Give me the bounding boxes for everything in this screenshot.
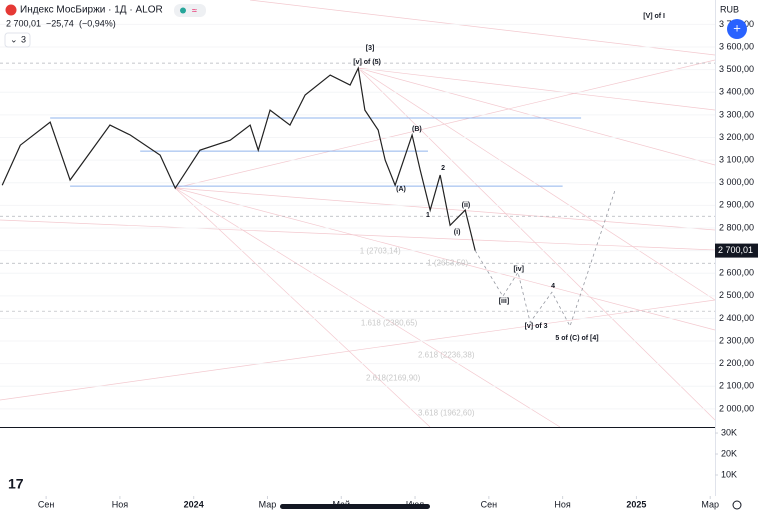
- add-icon: +: [733, 20, 741, 35]
- title: Индекс МосБиржи · 1Д · ALOR: [20, 5, 163, 16]
- x-tick-label: Мар: [259, 499, 277, 509]
- fib-label: 1.618 (2380,65): [361, 318, 418, 327]
- x-tick-label: 2025: [626, 499, 646, 509]
- wave-label: (i): [454, 229, 461, 236]
- wave-label: [V] of I: [643, 13, 665, 20]
- y-tick-label: 2 300,00: [719, 335, 754, 345]
- wave-label: (B): [412, 126, 422, 133]
- y-tick-label: 2 100,00: [719, 381, 754, 391]
- fib-label: 1 (2703,14): [360, 246, 401, 255]
- wave-label: [iv]: [513, 266, 524, 273]
- last-price-tag: [715, 243, 758, 258]
- wave-label: 2: [441, 165, 445, 172]
- collapse-button[interactable]: [4, 32, 31, 48]
- y-tick-label: 2 500,00: [719, 290, 754, 300]
- currency: RUB: [720, 4, 739, 14]
- wave-label: 4: [551, 283, 555, 290]
- add-button[interactable]: [727, 19, 747, 39]
- fib-label: 2.618(2169,90): [366, 373, 421, 382]
- y2-tick-label: 10K: [721, 469, 737, 479]
- y-tick-label: 2 400,00: [719, 313, 754, 323]
- change: −25,74: [46, 18, 74, 28]
- wave-label: (A): [396, 186, 406, 193]
- fib-label: 3.618 (1962,60): [418, 408, 475, 417]
- y-tick-label: 2 200,00: [719, 358, 754, 368]
- logo: [5, 4, 17, 16]
- fan-lines: [0, 0, 716, 428]
- fib-label: 2.618 (2236,38): [418, 350, 475, 359]
- y2-tick-label: 20K: [721, 448, 737, 458]
- fib-label: 1 (2653,50): [427, 258, 468, 267]
- scrollbar[interactable]: [280, 504, 430, 509]
- indicator-count: 3: [21, 34, 26, 44]
- plot: 2 000,00 2 100,00 2 200,00 2 300,00 2 400,00…: [0, 13, 758, 509]
- y-tick-label: 3 100,00: [719, 155, 754, 165]
- y-tick-label: 2 900,00: [719, 200, 754, 210]
- wave-label: 1: [426, 212, 430, 219]
- brand-logo: 17: [8, 476, 24, 492]
- y-tick-label: 2 600,00: [719, 268, 754, 278]
- y-tick-label: 3 400,00: [719, 87, 754, 97]
- y-tick-label: 2 800,00: [719, 222, 754, 232]
- x-tick-label: 2024: [184, 499, 204, 509]
- y2-tick-label: 30K: [721, 427, 737, 437]
- change-pct: (−0,94%): [79, 18, 116, 28]
- x-tick-label: Сен: [481, 499, 498, 509]
- y-tick-label: 3 600,00: [719, 41, 754, 51]
- chevron: ⌄: [10, 34, 18, 44]
- wave-label: [v] of (5): [353, 59, 381, 66]
- status-pill[interactable]: [174, 4, 206, 17]
- wave-label: [3]: [366, 45, 375, 52]
- wave-label: [v] of 3: [525, 323, 548, 330]
- y-tick-label: 3 300,00: [719, 109, 754, 119]
- x-tick-label: Ноя: [554, 499, 571, 509]
- x-tick-label: Сен: [38, 499, 55, 509]
- settings-button[interactable]: [732, 500, 742, 510]
- x-tick-label: Ноя: [112, 499, 129, 509]
- status-icon: ≈: [192, 5, 197, 15]
- wave-label: 5 of (C) of [4]: [555, 335, 598, 342]
- x-tick-label: Мар: [701, 499, 719, 509]
- y-tick-label: 3 000,00: [719, 177, 754, 187]
- projection-line: [474, 190, 616, 328]
- y-tick-label: 3 200,00: [719, 132, 754, 142]
- status-dot: [180, 7, 186, 14]
- y-tick-label: 2 000,00: [719, 403, 754, 413]
- price-line: [1, 66, 476, 251]
- wave-label: [iii]: [499, 298, 510, 305]
- last-price-label: 2 700,01: [718, 245, 753, 255]
- y-tick-label: 3 500,00: [719, 64, 754, 74]
- wave-label: (ii): [462, 202, 471, 209]
- last-price: 2 700,01: [6, 18, 41, 28]
